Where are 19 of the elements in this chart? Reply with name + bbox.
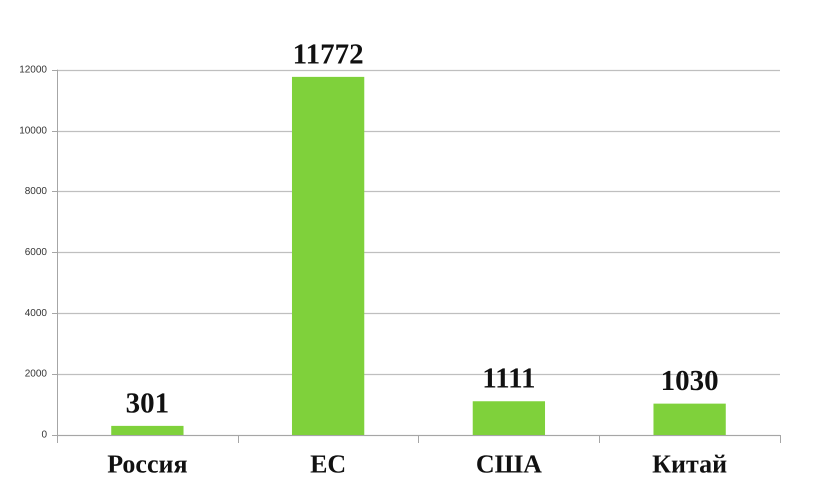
bar xyxy=(111,426,184,435)
y-tick-label: 4000 xyxy=(24,308,48,319)
y-tick-label: 10000 xyxy=(19,125,48,136)
x-tick-label: Китай xyxy=(652,450,728,478)
data-label: 11772 xyxy=(292,38,364,70)
data-label: 1111 xyxy=(482,362,536,395)
bar xyxy=(653,404,726,435)
y-tick-label: 8000 xyxy=(24,186,48,198)
y-tick-label: 2000 xyxy=(24,368,48,380)
x-tick-label: Россия xyxy=(107,450,188,478)
y-tick-label: 12000 xyxy=(19,64,48,76)
data-label: 301 xyxy=(126,387,170,420)
data-label: 1030 xyxy=(660,365,719,398)
bar xyxy=(472,401,546,435)
y-tick-label: 0 xyxy=(41,430,48,440)
x-tick-label: США xyxy=(476,450,542,478)
x-tick-label: ЕС xyxy=(310,450,346,478)
y-tick-label: 6000 xyxy=(24,247,48,258)
bar xyxy=(292,76,364,435)
